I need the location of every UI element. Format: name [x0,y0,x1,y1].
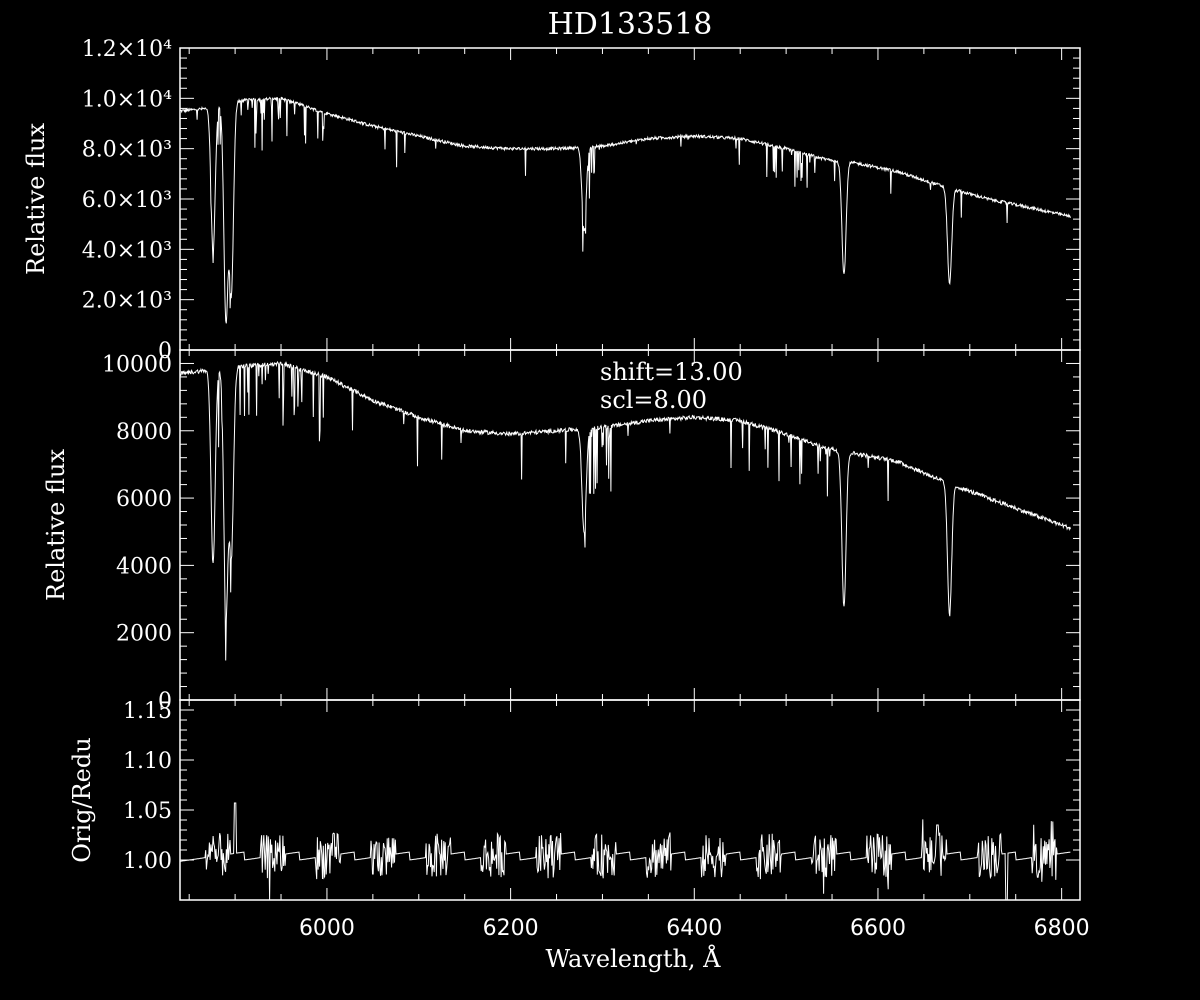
panel-3-y-axis-label: Orig/Redu [68,737,96,862]
x-tick-label: 6400 [666,916,722,941]
panel-3-spectrum-line [179,802,1071,901]
panel-3-frame [179,699,1081,901]
y-tick-label: 6000 [116,487,172,512]
x-tick-label: 6800 [1034,916,1090,941]
y-tick-label: 1.0×10⁴ [82,87,172,112]
x-axis-label: Wavelength, Å [545,944,721,973]
y-tick-label: 1.00 [123,849,172,874]
y-tick-label: 2.0×10³ [82,289,172,314]
plot-area: 0 2.0×10³ 4.0×10³ 6.0×10³ 8.0×10³ 1.0×10⁴ 1.2×… [22,37,1090,941]
panel-2-spectrum-line [179,360,1071,661]
y-tick-label: 8.0×10³ [82,138,172,163]
y-tick-label: 4000 [116,554,172,579]
x-tick-label: 6200 [483,916,539,941]
y-tick-label: 1.05 [123,799,172,824]
y-tick-label: 0 [158,689,172,714]
y-tick-label: 8000 [116,420,172,445]
y-tick-label: 1.15 [123,699,172,724]
y-tick-label: 1.10 [123,749,172,774]
y-tick-label: 10000 [102,352,172,377]
shift-annotation: shift=13.00 [600,358,743,386]
x-tick-label: 6600 [850,916,906,941]
y-tick-label: 2000 [116,622,172,647]
x-tick-label: 6000 [299,916,355,941]
y-tick-label: 0 [158,339,172,364]
y-tick-label: 6.0×10³ [82,188,172,213]
y-tick-label: 1.2×10⁴ [82,37,172,62]
panel-1-spectrum-line [179,96,1071,324]
y-tick-label: 4.0×10³ [82,238,172,263]
chart-title: HD133518 [548,7,713,42]
panel-1-y-axis-label: Relative flux [22,123,50,275]
panel-2-y-axis-label: Relative flux [42,449,70,601]
scale-annotation: scl=8.00 [600,386,707,414]
